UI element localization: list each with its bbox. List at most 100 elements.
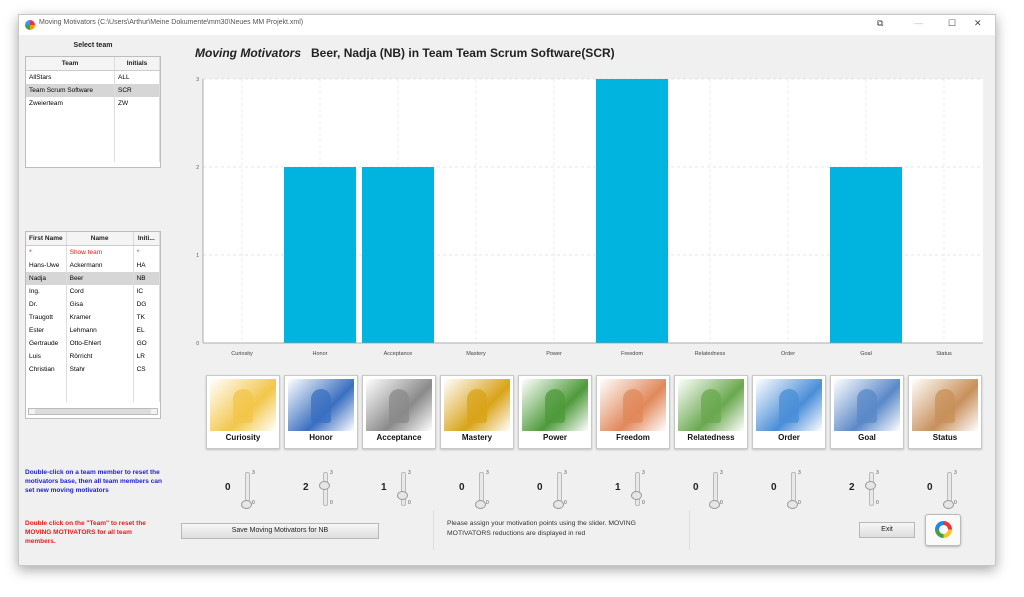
slider-thumb[interactable] [631, 490, 642, 500]
member-row[interactable] [26, 376, 160, 389]
slider-relatedness[interactable]: 0 3 0 [693, 470, 733, 510]
team-row[interactable] [26, 123, 160, 136]
motivator-bar-chart: 0 1 2 3 Curiosity Honor Acceptance Mastery Power… [196, 77, 983, 357]
member-initials-cell [133, 376, 160, 389]
acceptance-image [366, 379, 432, 431]
initials-column-header[interactable]: Initi... [133, 232, 160, 246]
slider-thumb[interactable] [709, 500, 720, 509]
card-label: Acceptance [376, 433, 422, 442]
team-row[interactable] [26, 110, 160, 123]
member-initials-cell: DG [133, 298, 160, 311]
team-initials-cell: ZW [114, 97, 160, 110]
exit-button[interactable]: Exit [859, 522, 915, 538]
slider-thumb[interactable] [865, 481, 876, 491]
separator [433, 510, 434, 550]
card-honor[interactable]: Honor [284, 375, 358, 449]
member-row[interactable]: Nadja Beer NB [26, 272, 160, 285]
slider-value: 2 [849, 482, 855, 493]
member-row[interactable]: Traugott Kramer TK [26, 311, 160, 324]
team-row[interactable] [26, 149, 160, 162]
slider-value: 0 [459, 482, 465, 493]
team-table[interactable]: Team Initials AllStars ALL Team Scrum Soft… [25, 56, 161, 168]
team-row[interactable]: Team Scrum Software SCR [26, 84, 160, 97]
team-row[interactable]: Zweierteam ZW [26, 97, 160, 110]
bar-goal [830, 167, 902, 343]
card-freedom[interactable]: Freedom [596, 375, 670, 449]
initials-column-header[interactable]: Initials [114, 57, 160, 71]
team-name-cell [26, 110, 115, 123]
first-name-column-header[interactable]: First Name [26, 232, 67, 246]
slider-thumb[interactable] [943, 500, 954, 509]
slider-thumb[interactable] [319, 481, 330, 491]
slider-curiosity[interactable]: 0 3 0 [225, 470, 265, 510]
slider-thumb[interactable] [787, 500, 798, 509]
member-row[interactable]: Ester Lehmann EL [26, 324, 160, 337]
member-first-name-cell: Gertraude [26, 337, 67, 350]
member-row[interactable]: Gertraude Otto-Ehlert GO [26, 337, 160, 350]
x-tick-label: Goal [860, 351, 872, 357]
member-name-cell: Stahr [66, 363, 134, 376]
member-row[interactable]: * Show team * [26, 245, 160, 259]
slider-track[interactable] [401, 472, 406, 506]
member-table[interactable]: First Name Name Initi... * Show team * Hans… [25, 231, 161, 419]
restore-icon[interactable]: ⧉ [877, 18, 884, 28]
card-order[interactable]: Order [752, 375, 826, 449]
slider-order[interactable]: 0 3 0 [771, 470, 811, 510]
member-row[interactable]: Christian Stahr CS [26, 363, 160, 376]
team-name-cell [26, 136, 115, 149]
slider-max-label: 3 [798, 470, 801, 476]
member-initials-cell: TK [133, 311, 160, 324]
x-tick-label: Power [546, 351, 562, 357]
slider-honor[interactable]: 2 3 0 [303, 470, 343, 510]
member-row[interactable] [26, 389, 160, 402]
instruction-text: Please assign your motivation points usi… [447, 520, 636, 537]
member-row[interactable]: Dr. Gisa DG [26, 298, 160, 311]
team-row[interactable] [26, 136, 160, 149]
horizontal-scrollbar[interactable] [28, 408, 158, 415]
member-row[interactable]: Luis Rörricht LR [26, 350, 160, 363]
slider-thumb[interactable] [553, 500, 564, 509]
moving-motivators-logo-button[interactable] [925, 514, 961, 546]
card-relatedness[interactable]: Relatedness [674, 375, 748, 449]
card-label: Status [932, 433, 958, 442]
slider-thumb[interactable] [241, 500, 252, 509]
slider-thumb[interactable] [475, 500, 486, 509]
slider-max-label: 3 [330, 470, 333, 476]
team-name-cell: AllStars [26, 70, 115, 84]
card-status[interactable]: Status [908, 375, 982, 449]
card-label: Power [542, 433, 567, 442]
close-button[interactable]: ✕ [974, 18, 982, 28]
member-row[interactable]: Ing. Cord IC [26, 285, 160, 298]
slider-power[interactable]: 0 3 0 [537, 470, 577, 510]
slider-min-label: 0 [642, 500, 645, 506]
x-tick-label: Freedom [621, 351, 643, 357]
team-row[interactable]: AllStars ALL [26, 70, 160, 84]
slider-goal[interactable]: 2 3 0 [849, 470, 889, 510]
x-tick-label: Mastery [466, 351, 486, 357]
team-initials-cell: ALL [114, 70, 160, 84]
minimize-button[interactable]: — [914, 18, 923, 28]
slider-acceptance[interactable]: 1 3 0 [381, 470, 421, 510]
member-initials-cell: LR [133, 350, 160, 363]
team-column-header[interactable]: Team [26, 57, 115, 71]
card-acceptance[interactable]: Acceptance [362, 375, 436, 449]
save-button[interactable]: Save Moving Motivators for NB [181, 523, 379, 539]
slider-mastery[interactable]: 0 3 0 [459, 470, 499, 510]
slider-track[interactable] [635, 472, 640, 506]
slider-max-label: 3 [564, 470, 567, 476]
freedom-image [600, 379, 666, 431]
page-title: Moving Motivators Beer, Nadja (NB) in Tea… [195, 46, 615, 60]
member-row[interactable]: Hans-Uwe Ackermann HA [26, 259, 160, 272]
slider-thumb[interactable] [397, 490, 408, 500]
card-mastery[interactable]: Mastery [440, 375, 514, 449]
x-tick-label: Curiosity [231, 351, 253, 357]
card-label: Honor [309, 433, 333, 442]
name-column-header[interactable]: Name [66, 232, 134, 246]
card-goal[interactable]: Goal [830, 375, 904, 449]
slider-status[interactable]: 0 3 0 [927, 470, 967, 510]
maximize-button[interactable]: ☐ [948, 18, 957, 28]
card-power[interactable]: Power [518, 375, 592, 449]
slider-freedom[interactable]: 1 3 0 [615, 470, 655, 510]
card-curiosity[interactable]: Curiosity [206, 375, 280, 449]
member-first-name-cell: Ester [26, 324, 67, 337]
